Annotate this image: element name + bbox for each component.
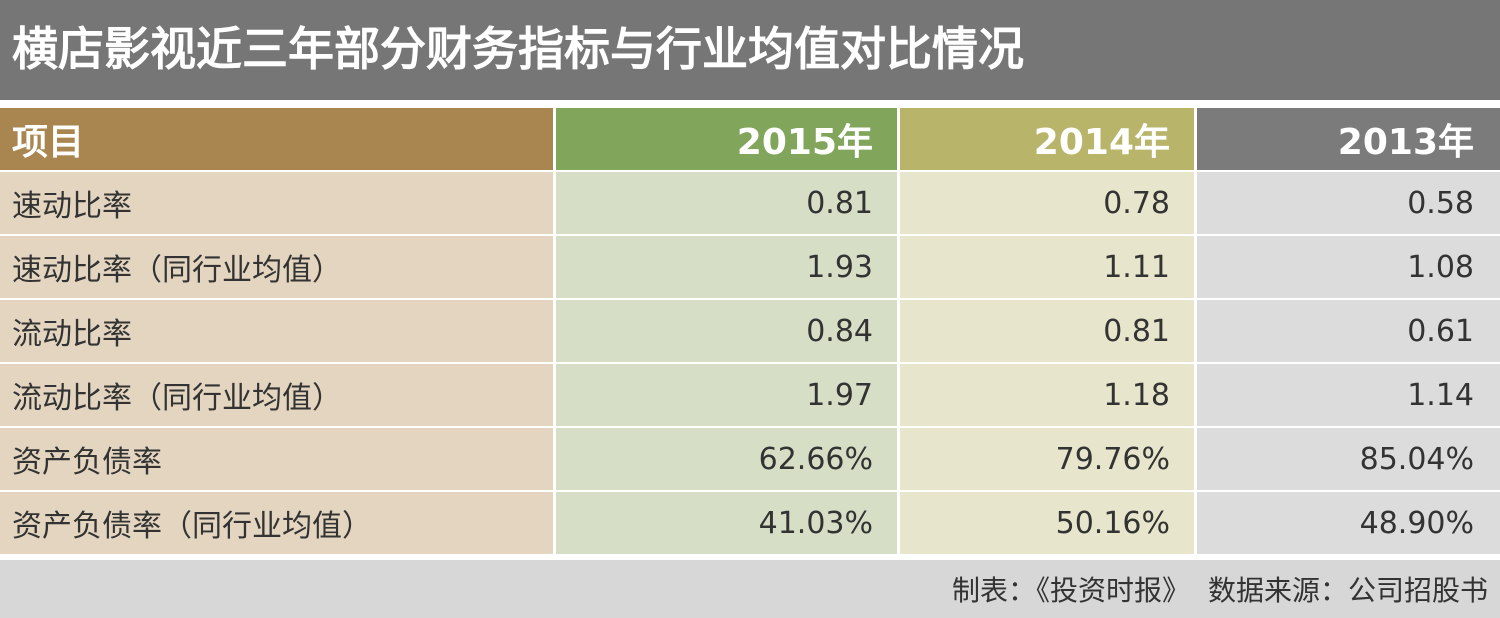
credit-text: 制表：《投资时报》 xyxy=(951,574,1190,607)
value-cell-2014: 1.18 xyxy=(900,364,1194,426)
value-cell-2013: 85.04% xyxy=(1197,428,1500,490)
value-cell-2014: 1.11 xyxy=(900,236,1194,298)
row-label: 流动比率（同行业均值） xyxy=(0,364,553,426)
value-cell-2013: 1.08 xyxy=(1197,236,1500,298)
header-2014: 2014年 xyxy=(900,108,1194,170)
value-cell-2014: 50.16% xyxy=(900,492,1194,554)
value-cell-2013: 0.61 xyxy=(1197,300,1500,362)
value-cell-2014: 0.81 xyxy=(900,300,1194,362)
value-cell-2013: 1.14 xyxy=(1197,364,1500,426)
value-cell-2015: 0.84 xyxy=(556,300,897,362)
row-label: 资产负债率 xyxy=(0,428,553,490)
value-cell-2013: 0.58 xyxy=(1197,172,1500,234)
header-2015: 2015年 xyxy=(556,108,897,170)
value-cell-2015: 0.81 xyxy=(556,172,897,234)
value-cell-2015: 41.03% xyxy=(556,492,897,554)
row-label: 速动比率 xyxy=(0,172,553,234)
header-2013: 2013年 xyxy=(1197,108,1500,170)
header-item: 项目 xyxy=(0,108,553,170)
row-label: 流动比率 xyxy=(0,300,553,362)
value-cell-2014: 0.78 xyxy=(900,172,1194,234)
row-label: 速动比率（同行业均值） xyxy=(0,236,553,298)
source-text: 数据来源：公司招股书 xyxy=(1207,574,1488,607)
value-cell-2015: 1.97 xyxy=(556,364,897,426)
chart-title: 横店影视近三年部分财务指标与行业均值对比情况 xyxy=(12,22,1024,76)
value-cell-2015: 1.93 xyxy=(556,236,897,298)
row-label: 资产负债率（同行业均值） xyxy=(0,492,553,554)
footer-note: 制表：《投资时报》 数据来源：公司招股书 xyxy=(0,560,1500,618)
value-cell-2015: 62.66% xyxy=(556,428,897,490)
title-bar: 横店影视近三年部分财务指标与行业均值对比情况 xyxy=(0,0,1500,100)
value-cell-2013: 48.90% xyxy=(1197,492,1500,554)
value-cell-2014: 79.76% xyxy=(900,428,1194,490)
data-table: 项目 2015年 2014年 2013年 速动比率 0.81 0.78 0.58… xyxy=(0,108,1500,554)
